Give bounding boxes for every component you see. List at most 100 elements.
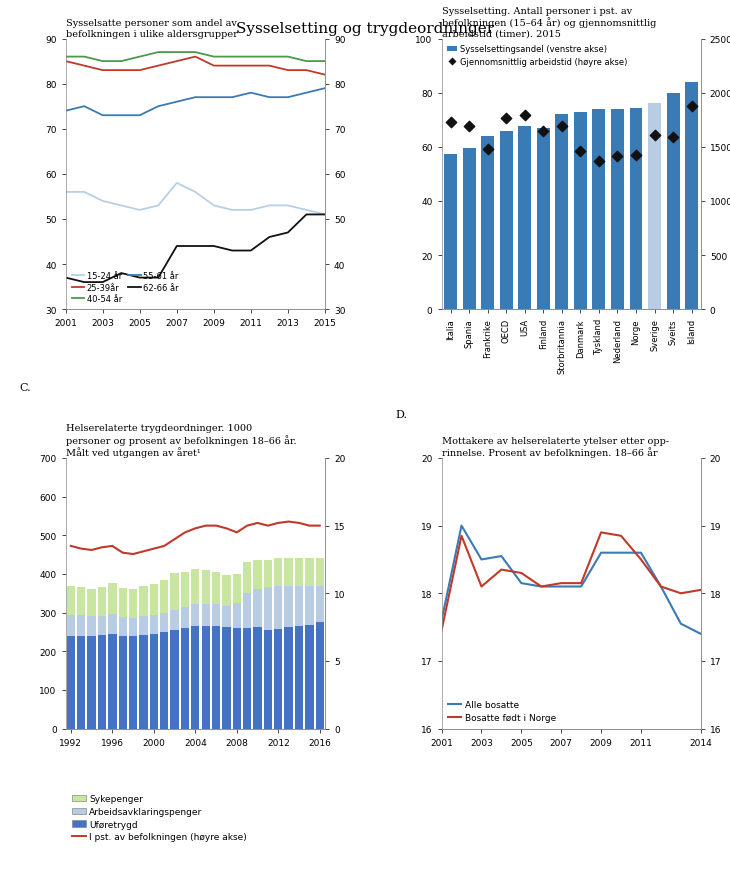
Bar [160,580,169,613]
Point [685,99,697,113]
Bar [518,127,531,310]
Alle bosatte [517,579,526,589]
Legend: 15-24 år, 25-39år, 40-54 år, 55-61 år, 62-66 år: 15-24 år, 25-39år, 40-54 år, 55-61 år, 6… [70,270,181,306]
Bar [445,155,457,310]
Bar [139,586,147,616]
Legend: Sykepenger, Arbeidsavklaringspenger, Uføretrygd, I pst. av befolkningen (høyre a: Sykepenger, Arbeidsavklaringspenger, Ufø… [70,793,249,843]
Bar [222,576,231,606]
Bar [274,587,283,630]
Bar [191,626,199,729]
Bar [170,573,179,610]
Bosatte født i Norge [557,579,566,589]
Bar [243,594,251,629]
Point [556,120,568,134]
Bar [201,604,210,626]
Bar [685,83,698,310]
Bar [315,623,324,729]
Text: D.: D. [395,410,407,420]
Bar [243,563,251,594]
Bar [139,616,147,636]
Bar [274,630,283,729]
Bosatte født i Norge [437,625,446,636]
Bar [201,571,210,604]
Text: Sysselsetting. Antall personer i pst. av
befolkningen (15–64 år) og gjennomsnitt: Sysselsetting. Antall personer i pst. av… [442,7,656,39]
Bar [666,94,680,310]
Bosatte født i Norge [656,581,665,592]
Bar [129,618,137,636]
Legend: Sysselsettingsandel (venstre akse), Gjennomsnittlig arbeidstid (høyre akse): Sysselsettingsandel (venstre akse), Gjen… [446,44,629,68]
Bar [66,615,75,636]
Bar [88,589,96,616]
Bar [264,630,272,729]
Point [501,112,512,126]
Bar [295,586,303,626]
Bar [191,569,199,604]
Text: Mottakere av helserelaterte ytelser etter opp-
rinnelse. Prosent av befolkningen: Mottakere av helserelaterte ytelser ette… [442,436,669,457]
Bar [305,625,313,729]
Bosatte født i Norge [477,581,486,592]
Alle bosatte [457,521,466,531]
Bar [77,587,85,615]
Bar [305,558,313,587]
Bar [295,626,303,729]
Bar [212,572,220,604]
Alle bosatte [656,581,665,592]
Bar [201,626,210,729]
Bar [108,634,117,729]
Bar [66,586,75,615]
Bar [129,589,137,618]
Bar [500,132,513,310]
Bar [463,149,476,310]
Alle bosatte [557,581,566,592]
Point [630,148,642,162]
Bar [181,629,189,729]
Bar [295,558,303,586]
Point [537,125,549,139]
Alle bosatte [696,629,705,639]
Bar [139,636,147,729]
Bar [285,586,293,628]
Bar [77,615,85,636]
Text: Helserelaterte trygdeordninger. 1000
personer og prosent av befolkningen 18–66 å: Helserelaterte trygdeordninger. 1000 per… [66,424,296,457]
Bar [305,587,313,625]
Point [464,120,475,134]
Alle bosatte [537,581,545,592]
Alle bosatte [677,619,685,630]
Bar [274,558,283,587]
Bosatte født i Norge [497,565,506,575]
Text: C.: C. [19,383,31,392]
Bar [233,603,241,629]
Bar [150,634,158,729]
Line: Alle bosatte: Alle bosatte [442,526,701,634]
Alle bosatte [617,548,626,558]
Bosatte født i Norge [457,531,466,542]
Bar [66,636,75,729]
Bar [574,112,587,310]
Bar [222,606,231,627]
Bar [88,616,96,636]
Point [649,128,661,142]
Text: Sysselsatte personer som andel av
befolkningen i ulike aldersgrupper: Sysselsatte personer som andel av befolk… [66,19,237,39]
Bar [593,110,605,310]
Bar [611,110,624,310]
Legend: Alle bosatte, Bosatte født i Norge: Alle bosatte, Bosatte født i Norge [446,698,558,724]
Bosatte født i Norge [696,585,705,595]
Bosatte født i Norge [517,568,526,579]
Bar [264,561,272,587]
Bosatte født i Norge [637,555,645,565]
Text: Sysselsetting og trygdeordninger: Sysselsetting og trygdeordninger [236,22,494,36]
Bar [160,632,169,729]
Bar [233,629,241,729]
Point [519,109,531,123]
Bar [212,604,220,626]
Bosatte født i Norge [677,588,685,599]
Bar [150,615,158,634]
Bar [212,626,220,729]
Bar [98,587,106,616]
Bar [118,588,127,617]
Bar [98,636,106,729]
Point [445,116,457,130]
Bar [253,589,261,628]
Bar [243,629,251,729]
Bosatte født i Norge [617,531,626,542]
